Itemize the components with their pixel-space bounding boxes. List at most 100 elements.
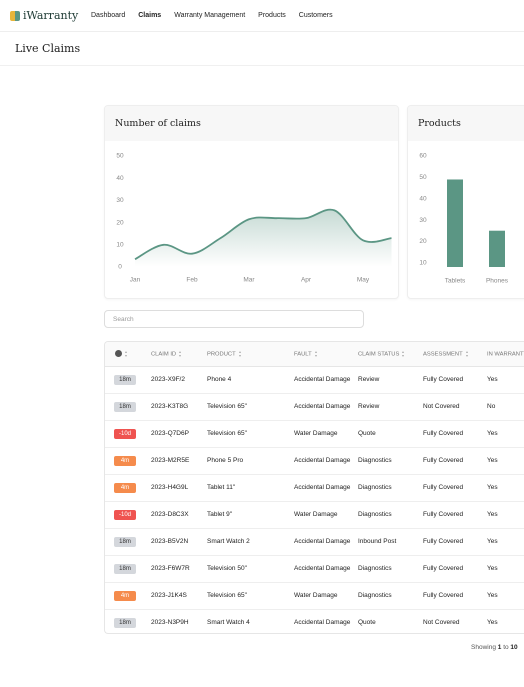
x-tick-label: Phones: [486, 278, 509, 285]
table-cell: 2023-M2R5E: [147, 447, 203, 475]
table-row[interactable]: 18m 2023-K3T8G Television 65" Accidental Da…: [105, 393, 524, 421]
y-tick-label: 40: [116, 175, 124, 182]
table-cell: 2023-F6W7R: [147, 555, 203, 583]
y-tick-label: 50: [116, 153, 124, 160]
cell-text: Television 65": [207, 402, 247, 410]
table-cell: Tablet 11": [203, 474, 290, 502]
table-cell: Fully Covered: [419, 528, 483, 556]
sort-icon: [314, 350, 318, 357]
nav-link[interactable]: Customers: [298, 12, 333, 19]
cell-text: 2023-F6W7R: [151, 564, 190, 572]
column-header[interactable]: IN WARRANTY: [483, 342, 524, 367]
table-cell: Fully Covered: [419, 420, 483, 448]
table-cell: Yes: [483, 501, 524, 529]
sort-icon: [238, 350, 242, 357]
table-row[interactable]: 4m 2023-J1K4S Television 65" Water Damage Di…: [105, 582, 524, 610]
table-cell: Phone 4: [203, 366, 290, 394]
nav-link[interactable]: Dashboard: [91, 12, 126, 19]
table-cell: Tablet 9": [203, 501, 290, 529]
column-header[interactable]: FAULT: [290, 342, 354, 367]
cell-text: No: [487, 402, 496, 410]
cell-text: Fully Covered: [423, 591, 464, 599]
cell-text: Yes: [487, 564, 498, 572]
cell-text: Accidental Damage: [294, 375, 351, 383]
table-row[interactable]: 4m 2023-H4G9L Tablet 11" Accidental Damage D…: [105, 474, 524, 502]
y-tick-label: 20: [116, 219, 124, 226]
header-label: FAULT: [294, 351, 312, 358]
search-input[interactable]: Search: [104, 310, 364, 328]
table-cell: Fully Covered: [419, 474, 483, 502]
x-tick-label: May: [357, 277, 370, 284]
y-tick-label: 10: [419, 259, 427, 266]
table-row[interactable]: -10d 2023-Q7D6P Television 65" Water Damage…: [105, 420, 524, 448]
header-label: CLAIM ID: [151, 351, 177, 358]
cell-text: Accidental Damage: [294, 402, 351, 410]
y-tick-label: 60: [419, 153, 427, 160]
cell-text: 2023-X9F/2: [151, 375, 185, 383]
table-row[interactable]: 18m 2023-X9F/2 Phone 4 Accidental Damage Rev…: [105, 366, 524, 394]
cell-text: Fully Covered: [423, 510, 464, 518]
x-tick-label: Jan: [130, 277, 141, 284]
cell-text: Fully Covered: [423, 537, 464, 545]
cell-text: Not Covered: [423, 402, 460, 410]
column-header[interactable]: PRODUCT: [203, 342, 290, 367]
table-cell: Fully Covered: [419, 582, 483, 610]
table-cell: Accidental Damage: [290, 366, 354, 394]
table-cell: Not Covered: [419, 610, 483, 634]
header-label: PRODUCT: [207, 351, 236, 358]
cell-text: Diagnostics: [358, 564, 392, 572]
cell-text: Phone 5 Pro: [207, 456, 244, 464]
table-cell: Review: [354, 366, 419, 394]
cell-text: Fully Covered: [423, 429, 464, 437]
nav-link[interactable]: Products: [258, 12, 286, 19]
cell-text: Tablet 11": [207, 483, 236, 491]
x-tick-label: Tablets: [445, 278, 466, 285]
bar: [489, 230, 505, 267]
table-row[interactable]: 18m 2023-B5V2N Smart Watch 2 Accidental Dam…: [105, 528, 524, 556]
cell-text: Review: [358, 375, 380, 383]
table-cell: Diagnostics: [354, 555, 419, 583]
cell-text: Fully Covered: [423, 375, 464, 383]
cell-text: Fully Covered: [423, 456, 464, 464]
table-row[interactable]: 18m 2023-F6W7R Television 50" Accidental Da…: [105, 555, 524, 583]
table-cell: -10d: [105, 501, 147, 529]
table-cell: 2023-D8C3X: [147, 501, 203, 529]
table-cell: Not Covered: [419, 393, 483, 421]
table-cell: 4m: [105, 447, 147, 475]
cell-text: Quote: [358, 618, 376, 626]
cell-text: Inbound Post: [358, 537, 397, 545]
age-badge: -10d: [114, 510, 136, 520]
age-badge: 18m: [114, 402, 136, 412]
table-cell: Diagnostics: [354, 447, 419, 475]
table-cell: 2023-H4G9L: [147, 474, 203, 502]
cell-text: Diagnostics: [358, 591, 392, 599]
nav-link[interactable]: Claims: [138, 12, 162, 19]
cell-text: Accidental Damage: [294, 618, 351, 626]
table-cell: 2023-N3P9H: [147, 610, 203, 634]
table-row[interactable]: 4m 2023-M2R5E Phone 5 Pro Accidental Damage…: [105, 447, 524, 475]
table-row[interactable]: -10d 2023-D8C3X Tablet 9" Water Damage Diagn…: [105, 501, 524, 529]
cell-text: Review: [358, 402, 380, 410]
sort-icon: [465, 350, 469, 357]
cell-text: Yes: [487, 375, 498, 383]
cell-text: Accidental Damage: [294, 537, 351, 545]
brand[interactable]: iWarranty: [23, 9, 79, 22]
table-cell: Water Damage: [290, 501, 354, 529]
table-cell: Yes: [483, 610, 524, 634]
pagination-info: Showing 1 to 10: [471, 644, 518, 651]
y-tick-label: 0: [118, 264, 122, 271]
column-header[interactable]: CLAIM STATUS: [354, 342, 419, 367]
table-cell: Smart Watch 4: [203, 610, 290, 634]
column-header[interactable]: ASSESSMENT: [419, 342, 483, 367]
table-cell: Fully Covered: [419, 366, 483, 394]
table-row[interactable]: 18m 2023-N3P9H Smart Watch 4 Accidental Dam…: [105, 610, 524, 634]
cell-text: 2023-B5V2N: [151, 537, 189, 545]
column-header[interactable]: CLAIM ID: [147, 342, 203, 367]
nav-links: Dashboard Claims Warranty Management Produc…: [91, 12, 333, 19]
card-title: Products: [408, 106, 524, 141]
time-header[interactable]: [105, 342, 147, 367]
table-cell: Yes: [483, 555, 524, 583]
table-cell: Yes: [483, 474, 524, 502]
nav-link[interactable]: Warranty Management: [174, 12, 246, 19]
cell-text: Fully Covered: [423, 564, 464, 572]
